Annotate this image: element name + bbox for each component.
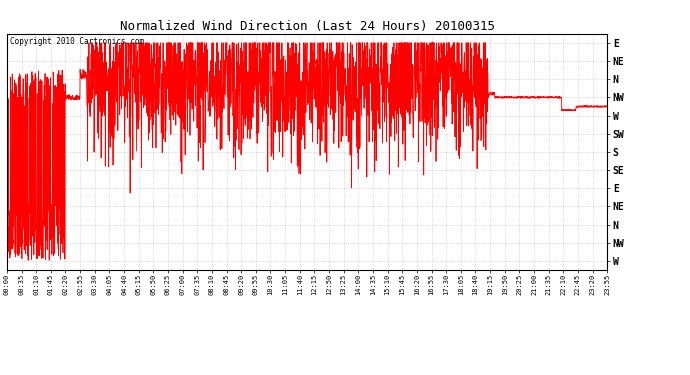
- Text: Copyright 2010 Cartronics.com: Copyright 2010 Cartronics.com: [10, 37, 144, 46]
- Title: Normalized Wind Direction (Last 24 Hours) 20100315: Normalized Wind Direction (Last 24 Hours…: [119, 20, 495, 33]
